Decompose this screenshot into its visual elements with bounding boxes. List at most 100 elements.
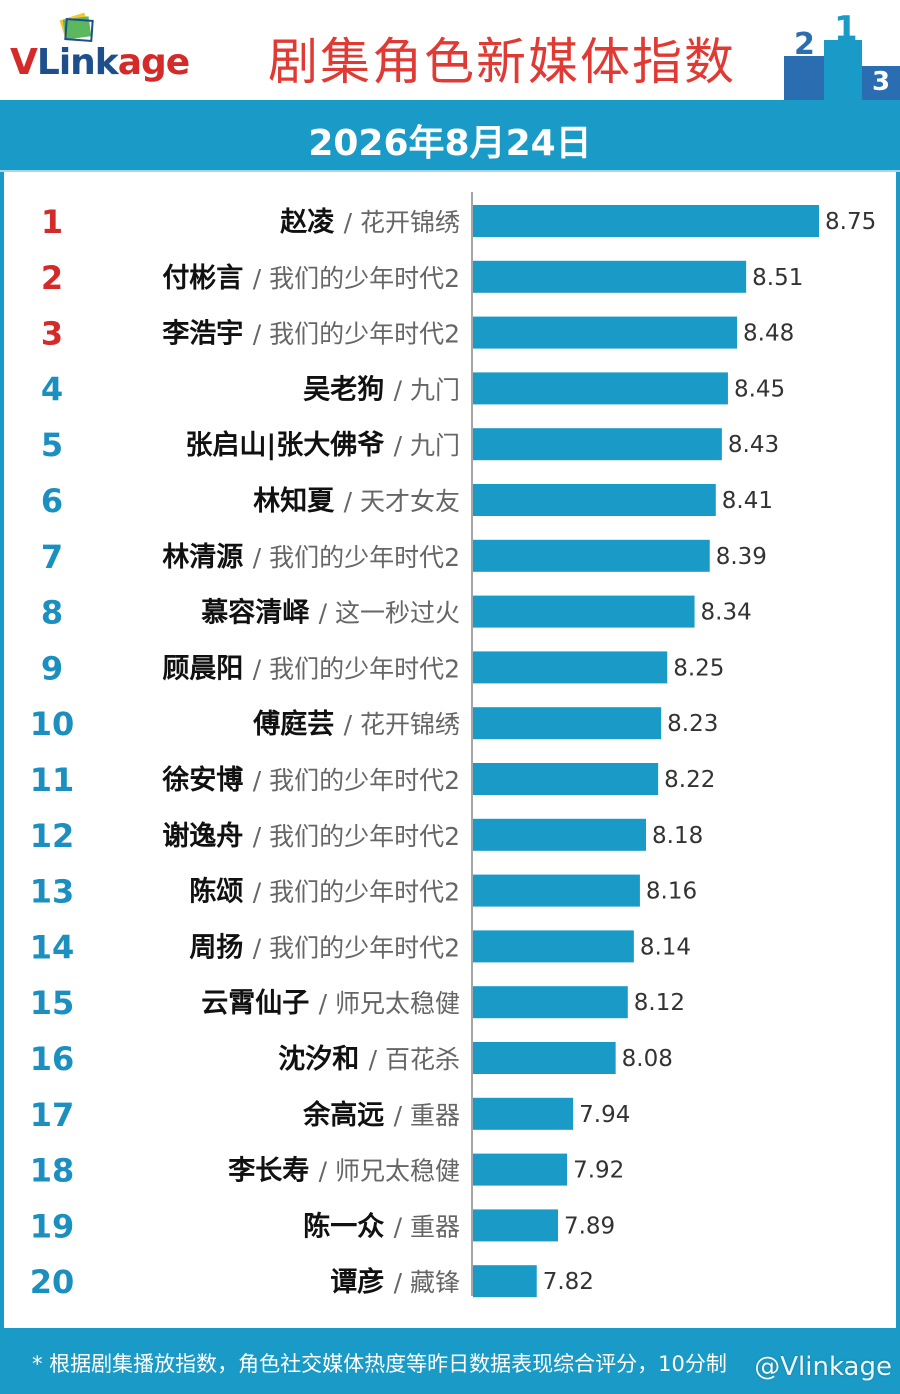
footer: * 根据剧集播放指数，角色社交媒体热度等昨日数据表现综合评分，10分制 @Vli… (0, 1328, 900, 1394)
bar (473, 428, 722, 461)
podium-icon: 2 1 3 (784, 10, 900, 100)
category-label: 徐安博 / 我们的少年时代2 (161, 764, 460, 796)
rank-label: 15 (30, 984, 75, 1022)
character-name: 谢逸舟 (162, 821, 252, 852)
date-banner: 2026年8月24日 (0, 100, 900, 172)
character-name: 余高远 (302, 1099, 393, 1131)
show-name: / 重器 (394, 1101, 460, 1130)
header: VLinkage 剧集角色新媒体指数 2 1 3 (0, 0, 900, 100)
data-label: 8.14 (640, 934, 691, 960)
data-label: 8.41 (722, 488, 773, 514)
rank-label: 11 (30, 761, 75, 799)
category-label: 沈汐和 / 百花杀 (278, 1043, 460, 1075)
category-label: 傅庭芸 / 花开锦绣 (252, 708, 460, 740)
bar (473, 763, 659, 795)
character-name: 沈汐和 (278, 1043, 368, 1075)
category-label: 李浩宇 / 我们的少年时代2 (161, 319, 460, 350)
data-label: 8.23 (667, 711, 718, 737)
rank-label: 4 (41, 370, 63, 408)
rank-label: 6 (41, 482, 63, 520)
category-label: 陈颂 / 我们的少年时代2 (189, 876, 460, 908)
svg-text:3: 3 (872, 67, 890, 97)
data-label: 8.18 (652, 823, 703, 849)
show-name: / 这一秒过火 (319, 599, 460, 628)
footnote: * 根据剧集播放指数，角色社交媒体热度等昨日数据表现综合评分，10分制 (32, 1352, 727, 1376)
rank-label: 3 (41, 315, 63, 353)
show-name: / 我们的少年时代2 (253, 766, 460, 795)
svg-text:1: 1 (834, 10, 858, 49)
rank-label: 14 (30, 928, 75, 966)
character-name: 林清源 (162, 542, 252, 573)
character-name: 林知夏 (253, 486, 343, 517)
data-label: 8.16 (646, 879, 697, 905)
data-label: 8.43 (728, 432, 779, 458)
data-label: 8.08 (622, 1046, 673, 1072)
rank-label: 18 (30, 1152, 75, 1190)
show-name: / 师兄太稳健 (319, 1157, 460, 1186)
character-name: 陈颂 (189, 876, 252, 908)
rank-label: 16 (30, 1040, 75, 1078)
category-label: 顾晨阳 / 我们的少年时代2 (162, 653, 460, 684)
data-label: 7.92 (573, 1158, 624, 1184)
show-name: / 我们的少年时代2 (253, 320, 460, 349)
category-label: 李长寿 / 师兄太稳健 (227, 1156, 460, 1187)
bar (473, 1153, 568, 1186)
category-label: 云霄仙子 / 师兄太稳健 (201, 988, 460, 1019)
data-label: 7.89 (564, 1213, 615, 1239)
bar (473, 930, 634, 963)
bar (473, 874, 640, 907)
bar (473, 1209, 558, 1242)
data-label: 8.25 (673, 655, 724, 681)
category-label: 谭彦 / 藏锋 (330, 1266, 460, 1298)
bar (473, 1042, 616, 1074)
bar (473, 484, 716, 516)
bar (473, 595, 695, 628)
data-label: 8.48 (743, 321, 794, 347)
left-frame-border (0, 172, 4, 1328)
data-label: 8.75 (825, 209, 876, 235)
bar (473, 818, 646, 851)
character-name: 付彬言 (162, 263, 252, 294)
data-label: 7.82 (543, 1269, 594, 1295)
data-label: 7.94 (579, 1102, 630, 1128)
rank-label: 2 (41, 259, 63, 297)
bar (473, 651, 668, 684)
bar (473, 205, 819, 237)
svg-text:2: 2 (794, 27, 815, 62)
show-name: / 重器 (394, 1212, 460, 1241)
date-label: 2026年8月24日 (308, 123, 592, 164)
show-name: / 花开锦绣 (344, 208, 460, 237)
character-name: 徐安博 (161, 764, 252, 796)
character-name: 陈一众 (303, 1210, 393, 1242)
category-label: 赵凌 / 花开锦绣 (279, 207, 460, 238)
category-label: 吴老狗 / 九门 (303, 374, 460, 405)
rank-label: 20 (30, 1263, 75, 1301)
rank-label: 7 (41, 538, 63, 576)
weibo-watermark: @Vlinkage (754, 1352, 892, 1382)
rank-label: 8 (41, 594, 63, 632)
rank-label: 19 (30, 1207, 75, 1245)
character-name: 李浩宇 (161, 319, 252, 350)
character-name: 赵凌 (279, 207, 343, 238)
category-label: 慕容清峄 / 这一秒过火 (201, 597, 460, 629)
character-name: 吴老狗 (303, 374, 393, 405)
show-name: / 我们的少年时代2 (253, 878, 460, 907)
rank-label: 5 (41, 426, 63, 464)
category-label: 张启山|张大佛爷 / 九门 (185, 430, 460, 461)
character-name: 李长寿 (227, 1156, 318, 1187)
category-label: 付彬言 / 我们的少年时代2 (162, 263, 460, 294)
show-name: / 藏锋 (394, 1268, 460, 1297)
category-label: 陈一众 / 重器 (303, 1210, 460, 1242)
show-name: / 我们的少年时代2 (253, 264, 460, 293)
bar (473, 372, 728, 405)
data-label: 8.34 (701, 600, 752, 626)
bar (473, 707, 662, 740)
show-name: / 师兄太稳健 (319, 989, 460, 1018)
character-name: 张启山|张大佛爷 (185, 430, 393, 461)
data-label: 8.22 (664, 767, 715, 793)
character-name: 周扬 (189, 932, 252, 963)
bar (473, 1265, 537, 1298)
rank-label: 10 (30, 705, 75, 743)
data-label: 8.51 (752, 265, 803, 291)
logo-emblem-icon (59, 12, 94, 42)
